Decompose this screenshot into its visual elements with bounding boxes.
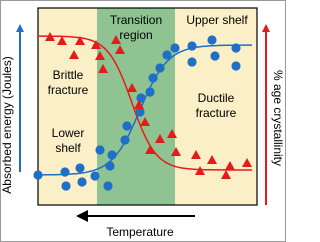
crystallinity-point (221, 170, 231, 179)
energy-point (148, 73, 158, 83)
crystallinity-point (98, 64, 108, 73)
crystallinity-curve (38, 35, 252, 171)
energy-point (120, 135, 130, 145)
region-label: fracture (48, 83, 89, 97)
region-label: fracture (196, 106, 237, 120)
crystallinity-point (242, 158, 252, 167)
left-axis-label: Absorbed energy (Joules) (0, 56, 14, 193)
energy-point (210, 51, 220, 61)
energy-point (170, 43, 180, 53)
energy-point (77, 177, 87, 187)
region-label: Upper shelf (186, 13, 248, 27)
crystallinity-point (95, 51, 105, 60)
energy-point (61, 181, 71, 191)
diagram: Transition region Upper shelf Brittle fr… (0, 0, 286, 242)
energy-point (145, 87, 155, 97)
energy-point (136, 93, 146, 103)
plot-box (37, 7, 258, 206)
energy-point (135, 107, 145, 117)
right-axis-label: % age crystallinity (271, 70, 285, 166)
energy-point (75, 163, 85, 173)
crystallinity-point (191, 150, 201, 159)
crystallinity-point (207, 155, 217, 164)
energy-point (107, 150, 117, 160)
crystallinity-point (57, 36, 67, 45)
energy-point (95, 145, 105, 155)
energy-point (187, 57, 197, 67)
crystallinity-point (115, 45, 125, 54)
energy-point (207, 35, 217, 45)
crystallinity-point (167, 129, 177, 138)
energy-point (33, 170, 43, 180)
energy-point (155, 63, 165, 73)
energy-point (90, 171, 100, 181)
bottom-axis-label: Temperature (106, 225, 174, 239)
region-label: Brittle (53, 68, 84, 82)
energy-point (162, 50, 172, 60)
energy-point (231, 43, 241, 53)
crystallinity-point (155, 134, 165, 143)
crystallinity-point (225, 161, 235, 170)
crystallinity-point (195, 166, 205, 175)
crystallinity-point (111, 35, 121, 44)
crystallinity-point (75, 36, 85, 45)
energy-point (103, 181, 113, 191)
crystallinity-point (171, 147, 181, 156)
energy-point (231, 61, 241, 71)
region-label: Ductile (198, 91, 235, 105)
energy-point (105, 161, 115, 171)
crystallinity-point (127, 83, 137, 92)
crystallinity-point (134, 100, 144, 109)
region-label: region (119, 28, 152, 42)
energy-point (122, 121, 132, 131)
crystallinity-point (91, 40, 101, 49)
energy-point (187, 41, 197, 51)
region-label: Lower (52, 126, 85, 140)
crystallinity-point (69, 50, 79, 59)
crystallinity-point (140, 117, 150, 126)
crystallinity-point (145, 145, 155, 154)
energy-point (60, 167, 70, 177)
crystallinity-point (45, 32, 55, 41)
region-label: shelf (55, 141, 81, 155)
region-label: Transition (110, 13, 162, 27)
